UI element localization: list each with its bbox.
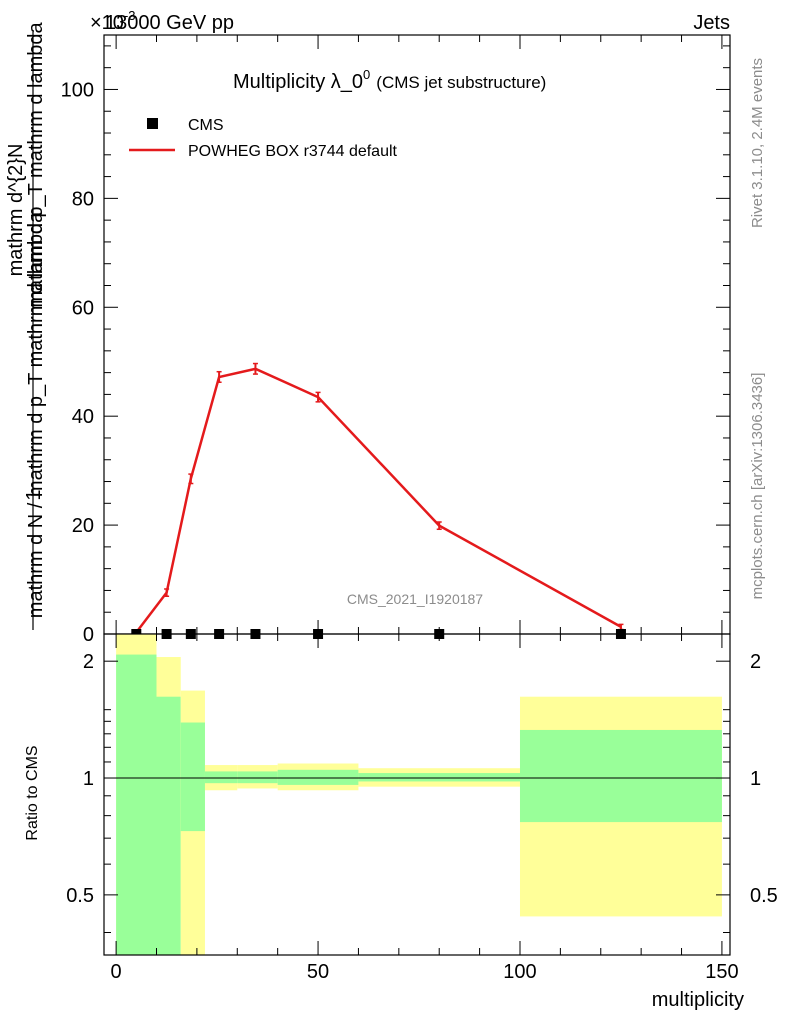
- y-tick-label: 0: [83, 624, 94, 646]
- ratio-y-tick-label: 1: [83, 768, 94, 790]
- x-tick-label: 50: [307, 961, 329, 983]
- y-tick-label: 100: [61, 79, 94, 101]
- ratio-y-tick-label-right: 2: [750, 651, 761, 673]
- y-tick-label: 60: [72, 297, 94, 319]
- ratio-band-inner: [237, 771, 278, 784]
- x-tick-label: 0: [111, 961, 122, 983]
- main-x-ticks: [115, 35, 723, 634]
- x-tick-label: 150: [705, 961, 738, 983]
- ratio-y-tick-label: 0.5: [66, 885, 94, 907]
- y-tick-label: 80: [72, 188, 94, 210]
- exponent-label: ×10-3: [90, 8, 136, 34]
- ylabel-main-numerator: mathrm d^{2}N: [5, 144, 27, 277]
- ratio-x-ticks: 0 50 100 150: [111, 634, 739, 983]
- main-y-ticks: 0 20 40 60 80 100: [61, 45, 730, 646]
- ratio-y-ticks: 0.5 0.5 1 1 2 2: [66, 651, 778, 933]
- ratio-y-tick-label-right: 1: [750, 768, 761, 790]
- ylabel-frac-numerator: 1: [23, 489, 45, 500]
- y-tick-label: 20: [72, 515, 94, 537]
- chart-title: Multiplicity λ_00 (CMS jet substructure): [233, 67, 546, 93]
- ratio-band-inner: [204, 771, 238, 784]
- legend: CMS POWHEG BOX r3744 default: [129, 117, 398, 160]
- legend-label-powheg: POWHEG BOX r3744 default: [188, 143, 398, 160]
- ratio-band-inner: [277, 769, 359, 785]
- legend-label-cms: CMS: [188, 117, 224, 134]
- main-y-axis-label: 1 mathrm d N / mathrm d p_T mathrm d lam…: [5, 21, 47, 630]
- legend-marker-cms: [147, 118, 158, 129]
- rivet-label: Rivet 3.1.10, 2.4M events: [749, 58, 766, 228]
- ratio-y-tick-label-right: 0.5: [750, 885, 778, 907]
- ratio-y-axis-label: Ratio to CMS: [24, 745, 41, 840]
- ylabel-frac-denominator: mathrm d N / mathrm d p_T mathrm d lambd…: [25, 211, 47, 618]
- ratio-band-inner: [156, 696, 181, 955]
- analysis-watermark: CMS_2021_I1920187: [347, 591, 483, 607]
- ratio-band-inner: [358, 773, 520, 782]
- process-label: Jets: [693, 12, 730, 34]
- ratio-band-inner: [116, 654, 157, 955]
- ratio-y-tick-label: 2: [83, 651, 94, 673]
- series-line-powheg: [135, 367, 622, 634]
- energy-label: 13000 GeV pp: [105, 12, 234, 34]
- y-tick-label: 40: [72, 406, 94, 428]
- ratio-plot-frame: [103, 633, 731, 956]
- ylabel-main-denominator: mathrm d p_T mathrm d lambda: [25, 21, 47, 307]
- ratio-band-inner: [519, 729, 722, 823]
- x-tick-label: 100: [503, 961, 536, 983]
- x-axis-label: multiplicity: [652, 989, 744, 1011]
- ratio-bands: [116, 634, 722, 955]
- ratio-band-inner: [180, 722, 205, 832]
- mcplots-label: mcplots.cern.ch [arXiv:1306.3436]: [749, 373, 766, 600]
